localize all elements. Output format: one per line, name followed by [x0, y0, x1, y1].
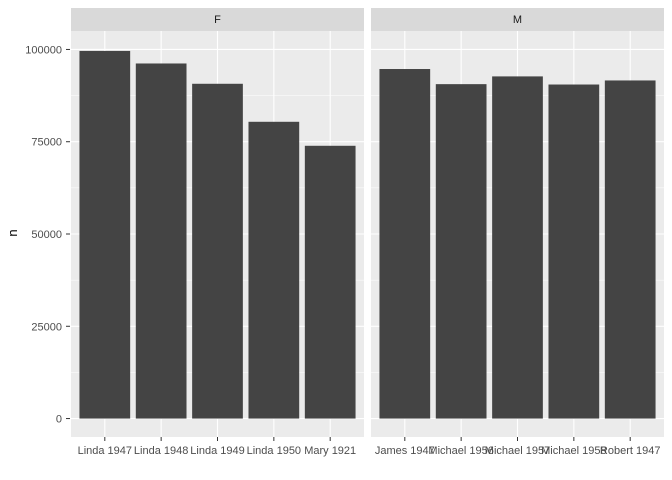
x-tick-label: Linda 1950 [247, 445, 301, 457]
facet-strip-label: M [513, 14, 522, 26]
y-tick-label: 25000 [31, 321, 62, 333]
x-tick-label: Michael 1957 [485, 445, 550, 457]
bar [304, 145, 356, 419]
bar [548, 84, 600, 419]
y-axis: 0 25000 50000 75000 100000 [25, 44, 70, 426]
x-tick-label: Linda 1949 [190, 445, 244, 457]
x-tick-label: Michael 1956 [428, 445, 493, 457]
bar [379, 69, 431, 419]
x-tick-label: Linda 1948 [134, 445, 188, 457]
facet-panel-f: F Linda 1947 Linda 1948 Linda 1949 Linda 195… [71, 8, 364, 457]
x-tick-label: Mary 1921 [304, 445, 356, 457]
bar [248, 121, 300, 419]
bar [435, 84, 487, 419]
x-tick-label: James 1947 [375, 445, 435, 457]
y-tick-label: 100000 [25, 44, 62, 56]
facet-strip-label: F [214, 14, 221, 26]
facet-strip [71, 8, 364, 31]
bar [135, 63, 187, 419]
y-axis-title: n [5, 229, 20, 236]
facet-strip [371, 8, 664, 31]
bar [604, 80, 656, 419]
facet-panels: F Linda 1947 Linda 1948 Linda 1949 Linda 195… [71, 8, 664, 457]
x-tick-label: Robert 1947 [600, 445, 661, 457]
bar [192, 83, 243, 419]
y-tick-label: 75000 [31, 137, 62, 149]
bar [492, 76, 543, 419]
bar [79, 50, 131, 419]
x-tick-label: Linda 1947 [78, 445, 132, 457]
x-tick-label: Michael 1958 [541, 445, 606, 457]
y-tick-label: 50000 [31, 229, 62, 241]
y-tick-label: 0 [56, 414, 62, 426]
